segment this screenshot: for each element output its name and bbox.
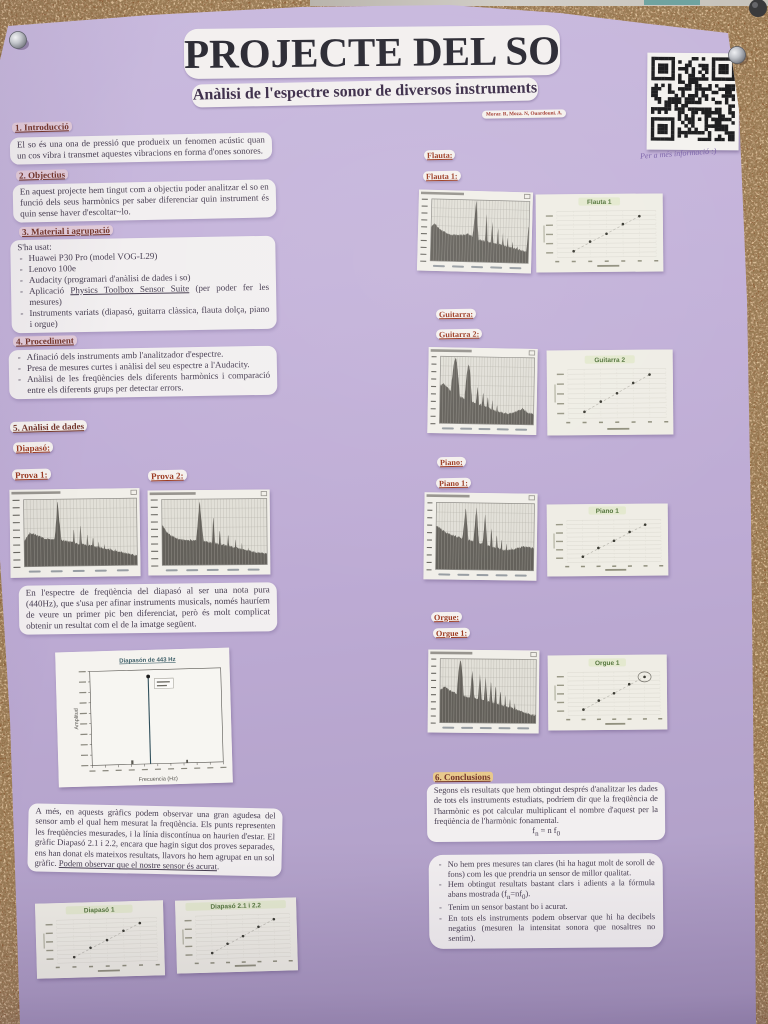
svg-text:Diapasó 1: Diapasó 1 bbox=[84, 907, 115, 915]
svg-text:Flauta 1: Flauta 1 bbox=[587, 199, 612, 206]
svg-text:Orgue 1: Orgue 1 bbox=[595, 660, 620, 667]
svg-text:Amplitud: Amplitud bbox=[74, 708, 81, 730]
svg-text:Diapasó 2.1 i 2.2: Diapasó 2.1 i 2.2 bbox=[210, 902, 261, 910]
svg-text:Guitarra 2: Guitarra 2 bbox=[594, 357, 625, 364]
svg-text:Piano 1: Piano 1 bbox=[596, 508, 620, 515]
svg-text:Diapasón de 443 Hz: Diapasón de 443 Hz bbox=[119, 657, 176, 665]
svg-text:Frecuencia (Hz): Frecuencia (Hz) bbox=[139, 776, 178, 783]
